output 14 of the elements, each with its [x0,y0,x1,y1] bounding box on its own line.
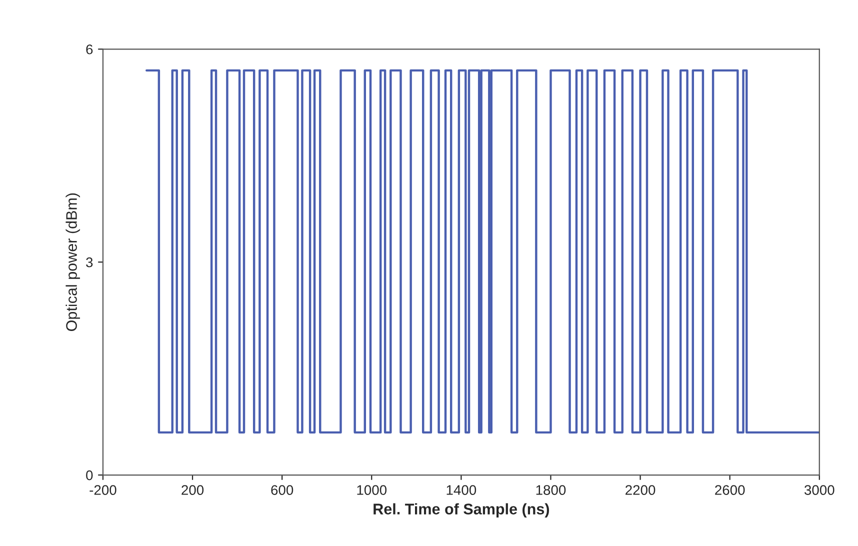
x-tick-label: -200 [90,485,116,495]
x-tick-label: 3000 [804,485,834,495]
y-tick-label: 3 [86,257,93,268]
y-tick-label: 6 [86,44,93,54]
x-tick-label: 1000 [357,485,387,495]
x-tick-label: 600 [271,485,294,495]
y-tick-label: 0 [86,470,93,480]
x-tick-label: 200 [182,485,204,495]
x-axis-title: Rel. Time of Sample (ns) [374,503,549,518]
y-axis-title: Optical power (dBm) [66,193,80,331]
x-tick-label: 2200 [626,485,656,495]
x-tick-label: 1400 [446,485,476,495]
x-tick-label: 1800 [536,485,566,495]
x-tick-label: 2600 [715,485,745,495]
